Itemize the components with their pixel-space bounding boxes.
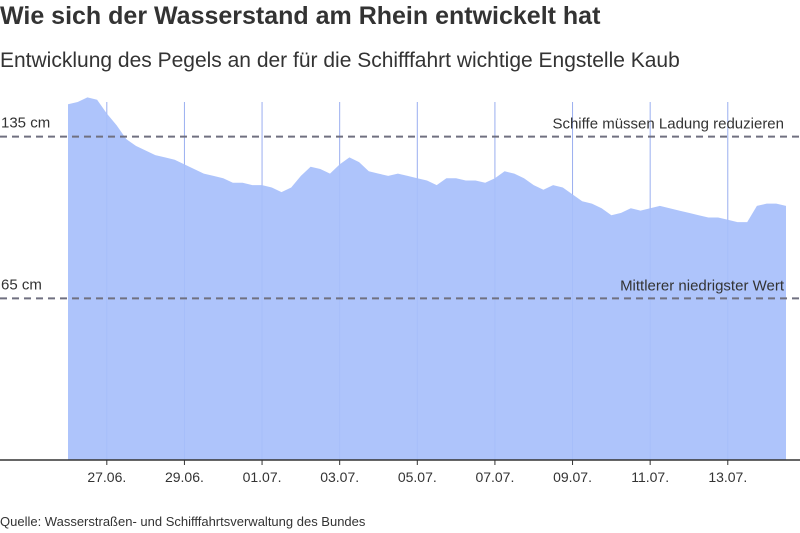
x-tick-label: 05.07. bbox=[398, 469, 437, 485]
x-tick-label: 01.07. bbox=[243, 469, 282, 485]
reference-description-label: Mittlerer niedrigster Wert bbox=[620, 277, 785, 294]
water-level-area bbox=[68, 97, 786, 461]
x-tick-label: 03.07. bbox=[320, 469, 359, 485]
x-tick-label: 27.06. bbox=[87, 469, 126, 485]
x-tick-label: 09.07. bbox=[553, 469, 592, 485]
chart-title: Wie sich der Wasserstand am Rhein entwic… bbox=[0, 2, 601, 30]
reference-description-label: Schiffe müssen Ladung reduzieren bbox=[552, 116, 784, 133]
chart-subtitle: Entwicklung des Pegels an der für die Sc… bbox=[0, 49, 680, 72]
water-level-chart: 135 cm Schiffe müssen Ladung reduzieren 65… bbox=[0, 97, 800, 485]
x-tick-label: 11.07. bbox=[631, 469, 669, 485]
x-tick-label: 29.06. bbox=[165, 469, 204, 485]
reference-value-label: 65 cm bbox=[1, 276, 42, 293]
reference-value-label: 135 cm bbox=[1, 115, 50, 132]
x-tick-label: 07.07. bbox=[475, 469, 514, 485]
x-tick-label: 13.07. bbox=[708, 469, 747, 485]
source-note: Quelle: Wasserstraßen- und Schifffahrtsv… bbox=[0, 514, 366, 529]
reference-lines: 135 cm Schiffe müssen Ladung reduzieren 65… bbox=[0, 115, 800, 300]
x-axis-ticks: 27.06. 29.06. 01.07. 03.07. 05.07. 07.07. 09.0… bbox=[87, 460, 747, 485]
